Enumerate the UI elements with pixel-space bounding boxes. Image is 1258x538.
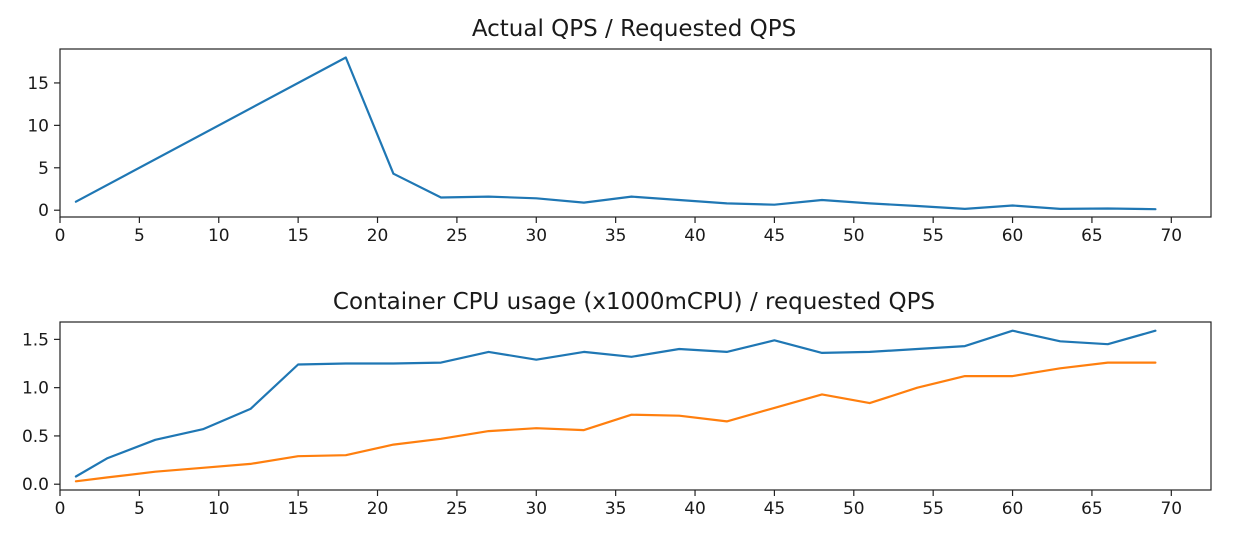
top-chart-lines [74, 56, 1157, 211]
top-x-tick-label: 50 [843, 226, 865, 246]
bottom-x-tick-label: 30 [525, 499, 547, 519]
bottom-x-tick-label: 25 [446, 499, 468, 519]
bottom-chart-ticks: 0 5 10 15 20 25 30 35 40 45 50 55 60 65 70 0.0 0.5 1.0 1.5 [22, 330, 1182, 519]
top-x-tick-label: 10 [208, 226, 230, 246]
bottom-x-tick-label: 10 [208, 499, 230, 519]
top-y-tick-label: 0 [38, 201, 49, 221]
top-x-tick-label: 35 [605, 226, 627, 246]
top-y-tick-label: 5 [38, 159, 49, 179]
top-chart-ticks: 0 5 10 15 20 25 30 35 40 45 50 55 60 65 70 0 5 10 15 [27, 74, 1182, 246]
top-x-tick-label: 20 [367, 226, 389, 246]
top-x-tick-label: 65 [1081, 226, 1103, 246]
top-chart-panel: Actual QPS / Requested QPS 0 5 10 15 20 25 30 3… [27, 16, 1212, 246]
top-x-tick-label: 15 [287, 226, 309, 246]
bottom-x-tick-label: 15 [287, 499, 309, 519]
bottom-x-tick-label: 55 [922, 499, 944, 519]
bottom-chart-title: Container CPU usage (x1000mCPU) / reques… [333, 289, 935, 315]
top-x-tick-label: 70 [1160, 226, 1182, 246]
bottom-chart-lines [74, 329, 1157, 483]
top-y-tick-label: 15 [27, 74, 49, 94]
top-chart-frame [59, 48, 1212, 218]
bottom-x-tick-label: 0 [55, 499, 66, 519]
bottom-x-tick-label: 65 [1081, 499, 1103, 519]
bottom-x-tick-label: 20 [367, 499, 389, 519]
bottom-series-line-1 [74, 329, 1157, 478]
bottom-x-tick-label: 35 [605, 499, 627, 519]
top-x-tick-label: 45 [764, 226, 786, 246]
bottom-y-tick-label: 0.0 [22, 475, 49, 495]
bottom-x-tick-label: 40 [684, 499, 706, 519]
top-x-tick-label: 30 [525, 226, 547, 246]
bottom-series-line-2 [74, 361, 1157, 483]
top-x-tick-label: 40 [684, 226, 706, 246]
bottom-y-tick-label: 1.0 [22, 379, 49, 399]
top-x-tick-label: 60 [1002, 226, 1024, 246]
top-x-tick-label: 25 [446, 226, 468, 246]
bottom-x-tick-label: 5 [134, 499, 145, 519]
bottom-x-tick-label: 50 [843, 499, 865, 519]
bottom-chart-panel: Container CPU usage (x1000mCPU) / reques… [22, 289, 1212, 519]
bottom-y-tick-label: 1.5 [22, 330, 49, 350]
top-series-line-1 [74, 56, 1157, 211]
top-x-tick-label: 55 [922, 226, 944, 246]
top-x-tick-label: 5 [134, 226, 145, 246]
bottom-x-tick-label: 45 [764, 499, 786, 519]
bottom-x-tick-label: 60 [1002, 499, 1024, 519]
bottom-x-tick-label: 70 [1160, 499, 1182, 519]
top-y-tick-label: 10 [27, 116, 49, 136]
top-chart-title: Actual QPS / Requested QPS [472, 16, 796, 42]
bottom-chart-frame [59, 321, 1212, 491]
bottom-y-tick-label: 0.5 [22, 427, 49, 447]
top-x-tick-label: 0 [55, 226, 66, 246]
